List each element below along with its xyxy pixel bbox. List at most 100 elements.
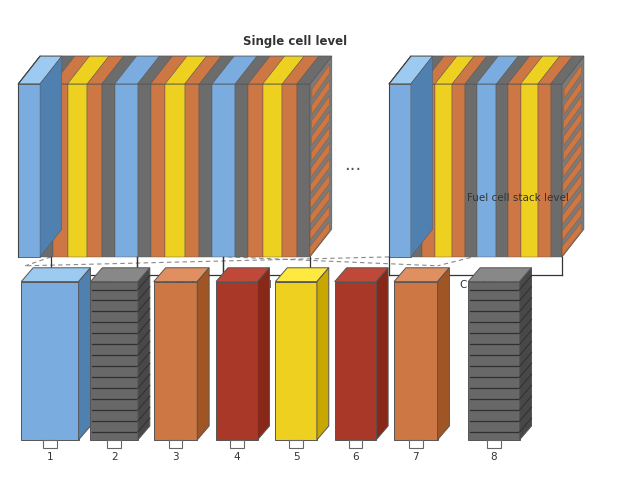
Text: 8: 8 — [491, 452, 497, 462]
Polygon shape — [422, 56, 457, 84]
Polygon shape — [216, 282, 258, 440]
Polygon shape — [521, 84, 538, 257]
Polygon shape — [438, 268, 449, 440]
Polygon shape — [389, 84, 411, 257]
Bar — [289, 440, 303, 448]
Text: 4: 4 — [234, 452, 240, 462]
Polygon shape — [185, 56, 221, 84]
Polygon shape — [551, 56, 584, 84]
Polygon shape — [40, 84, 53, 257]
Text: Fuel cell stack level: Fuel cell stack level — [467, 192, 569, 203]
Polygon shape — [19, 56, 332, 84]
Polygon shape — [263, 56, 304, 84]
Polygon shape — [311, 80, 329, 114]
Polygon shape — [376, 268, 388, 440]
Polygon shape — [213, 56, 257, 84]
Polygon shape — [87, 84, 102, 257]
Polygon shape — [115, 56, 159, 84]
Polygon shape — [476, 84, 496, 257]
Polygon shape — [276, 268, 329, 282]
Polygon shape — [102, 56, 137, 84]
Text: Cell 3: Cell 3 — [252, 280, 281, 290]
Polygon shape — [465, 56, 498, 84]
Polygon shape — [102, 56, 137, 84]
Polygon shape — [311, 174, 329, 208]
Polygon shape — [68, 56, 109, 84]
Bar — [349, 440, 362, 448]
Polygon shape — [197, 268, 209, 440]
Polygon shape — [521, 56, 560, 84]
Polygon shape — [562, 222, 582, 255]
Polygon shape — [564, 127, 582, 161]
Polygon shape — [151, 56, 187, 84]
Polygon shape — [496, 84, 508, 257]
Bar — [108, 440, 121, 448]
Polygon shape — [311, 96, 329, 130]
Polygon shape — [40, 56, 75, 84]
Polygon shape — [310, 222, 329, 255]
Polygon shape — [468, 282, 520, 440]
Polygon shape — [115, 84, 138, 257]
Polygon shape — [476, 56, 519, 84]
Polygon shape — [563, 143, 582, 177]
Polygon shape — [452, 84, 465, 257]
Polygon shape — [564, 96, 582, 130]
Polygon shape — [465, 84, 476, 257]
Polygon shape — [200, 56, 234, 84]
Text: Cell 2: Cell 2 — [165, 280, 195, 290]
Polygon shape — [53, 56, 90, 84]
Text: Single cell level: Single cell level — [243, 35, 347, 48]
Polygon shape — [235, 56, 270, 84]
Polygon shape — [216, 268, 269, 282]
Polygon shape — [411, 84, 422, 257]
Polygon shape — [476, 56, 519, 84]
Polygon shape — [282, 56, 319, 84]
Polygon shape — [297, 56, 332, 84]
Polygon shape — [422, 56, 457, 84]
Polygon shape — [563, 174, 582, 208]
Polygon shape — [562, 56, 584, 257]
Bar — [169, 440, 182, 448]
Polygon shape — [538, 56, 572, 84]
Polygon shape — [78, 268, 90, 440]
Polygon shape — [151, 56, 187, 84]
Polygon shape — [282, 84, 297, 257]
Polygon shape — [508, 84, 521, 257]
Polygon shape — [248, 56, 284, 84]
Polygon shape — [311, 112, 329, 146]
Polygon shape — [422, 84, 435, 257]
Polygon shape — [435, 56, 474, 84]
Polygon shape — [564, 65, 582, 98]
Text: Cell 1: Cell 1 — [79, 280, 109, 290]
Polygon shape — [68, 56, 109, 84]
Polygon shape — [564, 112, 582, 146]
Polygon shape — [19, 84, 40, 257]
Polygon shape — [200, 56, 234, 84]
Polygon shape — [185, 84, 200, 257]
Polygon shape — [389, 56, 584, 84]
Polygon shape — [297, 84, 310, 257]
Polygon shape — [508, 56, 543, 84]
Bar — [487, 440, 501, 448]
Polygon shape — [310, 206, 329, 240]
Polygon shape — [102, 84, 115, 257]
Text: 3: 3 — [172, 452, 179, 462]
Polygon shape — [317, 268, 329, 440]
Polygon shape — [154, 268, 209, 282]
Polygon shape — [435, 84, 452, 257]
Polygon shape — [297, 56, 332, 84]
Text: 6: 6 — [352, 452, 359, 462]
Text: Cell N: Cell N — [460, 280, 491, 290]
Polygon shape — [165, 56, 206, 84]
Polygon shape — [138, 56, 172, 84]
Polygon shape — [411, 56, 444, 84]
Polygon shape — [394, 268, 449, 282]
Polygon shape — [90, 268, 150, 282]
Text: 7: 7 — [412, 452, 419, 462]
Polygon shape — [19, 56, 332, 84]
Text: 1: 1 — [46, 452, 53, 462]
Polygon shape — [389, 56, 584, 84]
Polygon shape — [311, 127, 329, 161]
Polygon shape — [551, 56, 584, 84]
Polygon shape — [235, 56, 270, 84]
